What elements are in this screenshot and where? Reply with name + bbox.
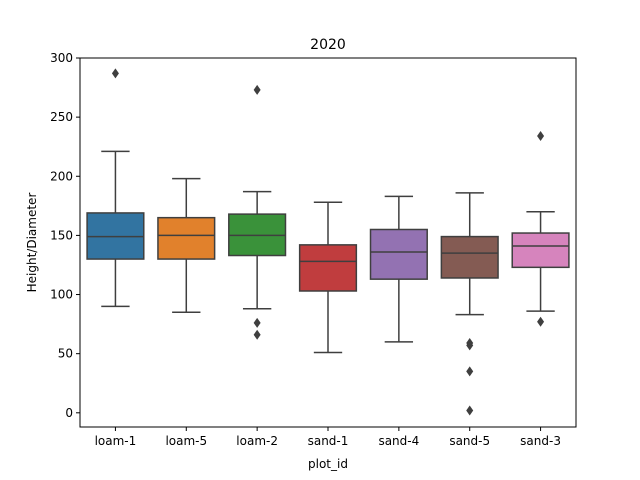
box-group-loam-1 — [86, 68, 145, 308]
x-tick-label: sand-1 — [308, 434, 349, 448]
outlier-point — [111, 68, 119, 79]
outlier-point — [466, 340, 474, 351]
x-tick-label: loam-5 — [165, 434, 207, 448]
box-group-sand-5 — [440, 192, 499, 416]
box-group-sand-1 — [298, 201, 358, 354]
box-loam-5 — [157, 216, 216, 260]
box-sand-5 — [440, 235, 499, 279]
box-sand-1 — [298, 244, 358, 292]
y-tick-label: 0 — [65, 406, 73, 420]
x-tick-label: sand-5 — [449, 434, 490, 448]
box-group-loam-2 — [228, 84, 287, 340]
outlier-point — [537, 316, 545, 327]
outlier-point — [253, 84, 261, 95]
box-group-loam-5 — [157, 177, 216, 314]
y-tick-label: 150 — [50, 228, 73, 242]
box-sand-3 — [511, 232, 570, 269]
plot-frame — [79, 57, 577, 428]
outlier-point — [253, 317, 261, 328]
y-tick-label: 100 — [50, 288, 73, 302]
axes-layer: loam-1 loam-5 loam-2 sand-1 sand-4 sand-5 sand… — [50, 51, 561, 448]
box-sand-4 — [369, 228, 428, 280]
box-group-sand-3 — [511, 131, 570, 327]
y-tick-label: 300 — [50, 51, 73, 65]
boxplot-marks — [86, 68, 570, 416]
y-tick-label: 200 — [50, 169, 73, 183]
x-axis-label: plot_id — [308, 457, 348, 471]
outlier-point — [537, 131, 545, 142]
x-tick-label: sand-3 — [520, 434, 561, 448]
box-group-sand-4 — [369, 195, 428, 343]
outlier-point — [466, 366, 474, 377]
x-tick-label: sand-4 — [378, 434, 419, 448]
x-tick-label: loam-2 — [236, 434, 278, 448]
y-axis-label: Height/Diameter — [25, 193, 39, 293]
x-tick-label: loam-1 — [95, 434, 137, 448]
y-tick-label: 50 — [58, 347, 73, 361]
outlier-point — [466, 405, 474, 416]
chart-title: 2020 — [310, 37, 346, 53]
y-tick-label: 250 — [50, 110, 73, 124]
outlier-point — [253, 329, 261, 340]
